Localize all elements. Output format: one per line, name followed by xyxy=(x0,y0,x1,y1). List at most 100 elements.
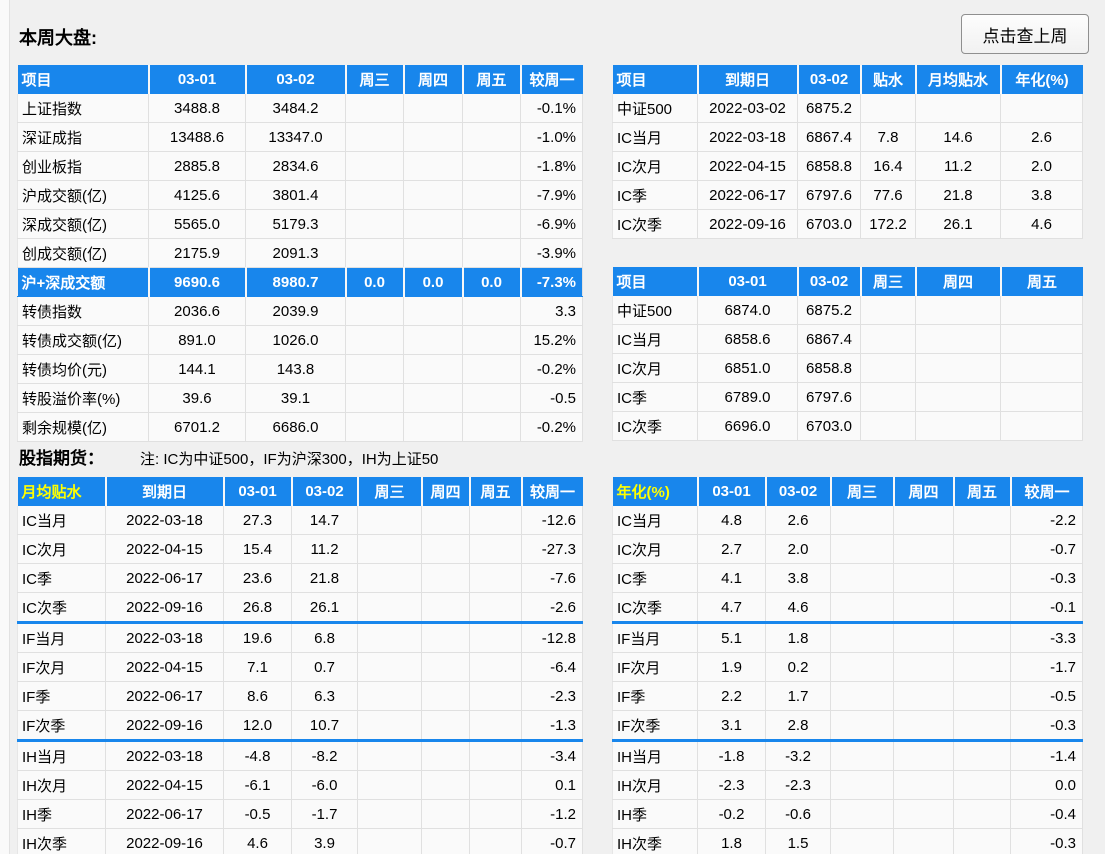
table-cell xyxy=(915,296,1001,325)
table-cell: IC当月 xyxy=(612,506,698,535)
table-row: IH季 -0.2 -0.6 -0.4 xyxy=(612,799,1083,829)
table-row: 创业板指 2885.8 2834.6 -1.8% xyxy=(17,151,583,181)
table-cell xyxy=(403,354,463,384)
table-cell: 6703.0 xyxy=(797,209,861,239)
table-row: IC当月 6858.6 6867.4 xyxy=(612,324,1083,354)
table-cell xyxy=(953,622,1011,653)
table-cell: IF次月 xyxy=(17,652,106,682)
table-cell: 2022-06-17 xyxy=(105,563,224,593)
table-cell: 6789.0 xyxy=(697,382,798,412)
table-cell xyxy=(421,506,470,535)
table-cell xyxy=(345,383,404,413)
table-cell xyxy=(421,710,470,742)
table-cell xyxy=(893,563,954,593)
table-cell: IC次季 xyxy=(612,209,698,239)
table-cell: 891.0 xyxy=(148,325,246,355)
view-last-week-button[interactable]: 点击查上周 xyxy=(961,14,1089,54)
table-cell: -2.3 xyxy=(765,770,831,800)
table-cell xyxy=(462,180,521,210)
table-cell: 8.6 xyxy=(223,681,292,711)
table-row: IC季 2022-06-17 23.6 21.8 -7.6 xyxy=(17,563,583,593)
column-header: 较周一 xyxy=(520,477,583,506)
table-cell xyxy=(953,652,1011,682)
table-cell: IC次月 xyxy=(17,534,106,564)
table-cell: 2.0 xyxy=(765,534,831,564)
table-cell: 转债指数 xyxy=(17,296,149,326)
table-cell xyxy=(953,534,1011,564)
table-cell xyxy=(357,534,422,564)
table-cell: 2.0 xyxy=(1000,151,1083,181)
table-cell: -0.7 xyxy=(521,828,583,854)
column-header: 周三 xyxy=(356,477,422,506)
table-cell: 6.3 xyxy=(291,681,358,711)
table-cell: 沪成交额(亿) xyxy=(17,180,149,210)
table-cell: 转债均价(元) xyxy=(17,354,149,384)
table-cell: -1.7 xyxy=(291,799,358,829)
table-cell xyxy=(830,506,894,535)
table-cell xyxy=(860,353,916,383)
table-cell xyxy=(830,534,894,564)
table-cell: IC次季 xyxy=(612,592,698,624)
table-cell: -0.5 xyxy=(223,799,292,829)
table-cell: 144.1 xyxy=(148,354,246,384)
table-row: IC次月 2022-04-15 15.4 11.2 -27.3 xyxy=(17,534,583,564)
table-cell: -1.3 xyxy=(521,710,583,742)
table-row: IC次季 4.7 4.6 -0.1 xyxy=(612,592,1083,624)
table-cell: 2022-03-18 xyxy=(105,506,224,535)
table-cell: 4.8 xyxy=(697,506,766,535)
table-cell xyxy=(357,740,422,771)
table-cell: -1.4 xyxy=(1010,740,1083,771)
table-cell xyxy=(830,622,894,653)
table-cell xyxy=(462,122,521,152)
table-cell: 2022-06-17 xyxy=(697,180,798,210)
column-header: 03-01 xyxy=(222,477,292,506)
table-cell xyxy=(345,122,404,152)
table-cell xyxy=(462,209,521,239)
table-cell: IF季 xyxy=(17,681,106,711)
table-cell: -0.3 xyxy=(1010,828,1083,854)
table-cell xyxy=(462,354,521,384)
table-cell xyxy=(860,296,916,325)
table-cell: IC季 xyxy=(612,180,698,210)
table-cell: 3801.4 xyxy=(245,180,346,210)
table-cell: 7.8 xyxy=(860,122,916,152)
column-header: 周五 xyxy=(999,267,1083,296)
table-cell: 6867.4 xyxy=(797,324,861,354)
table-cell: IC次月 xyxy=(612,534,698,564)
table-cell xyxy=(469,710,522,742)
column-header: 03-02 xyxy=(764,477,831,506)
table-cell: -0.5 xyxy=(1010,681,1083,711)
table-cell: 3488.8 xyxy=(148,94,246,123)
table-cell: 12.0 xyxy=(223,710,292,742)
table-cell: IH次月 xyxy=(612,770,698,800)
table-cell xyxy=(830,563,894,593)
table-cell: IC当月 xyxy=(612,324,698,354)
table-cell xyxy=(1000,382,1083,412)
table-cell: 2.7 xyxy=(697,534,766,564)
table-row: 转股溢价率(%) 39.6 39.1 -0.5 xyxy=(17,383,583,413)
table-cell xyxy=(421,534,470,564)
table-cell: 6686.0 xyxy=(245,412,346,442)
table-cell: IC当月 xyxy=(612,122,698,152)
table-cell: 4125.6 xyxy=(148,180,246,210)
column-header: 项目 xyxy=(17,65,149,94)
table-cell xyxy=(345,325,404,355)
table-cell xyxy=(469,534,522,564)
table-cell xyxy=(462,325,521,355)
table-cell: -3.4 xyxy=(521,740,583,771)
table-cell: -0.3 xyxy=(1010,563,1083,593)
table-cell xyxy=(893,681,954,711)
table-cell: -8.2 xyxy=(291,740,358,771)
table-row: 沪成交额(亿) 4125.6 3801.4 -7.9% xyxy=(17,180,583,210)
table-cell xyxy=(357,770,422,800)
table-cell xyxy=(421,770,470,800)
table-cell: 1.8 xyxy=(765,622,831,653)
table-cell: 深证成指 xyxy=(17,122,149,152)
table-cell xyxy=(915,411,1001,441)
table-cell: IH季 xyxy=(612,799,698,829)
table-row: IF次季 3.1 2.8 -0.3 xyxy=(612,710,1083,742)
table-cell xyxy=(830,770,894,800)
table-cell xyxy=(1000,94,1083,123)
table-row: IC当月 4.8 2.6 -2.2 xyxy=(612,506,1083,535)
table-row: IF次季 2022-09-16 12.0 10.7 -1.3 xyxy=(17,710,583,742)
